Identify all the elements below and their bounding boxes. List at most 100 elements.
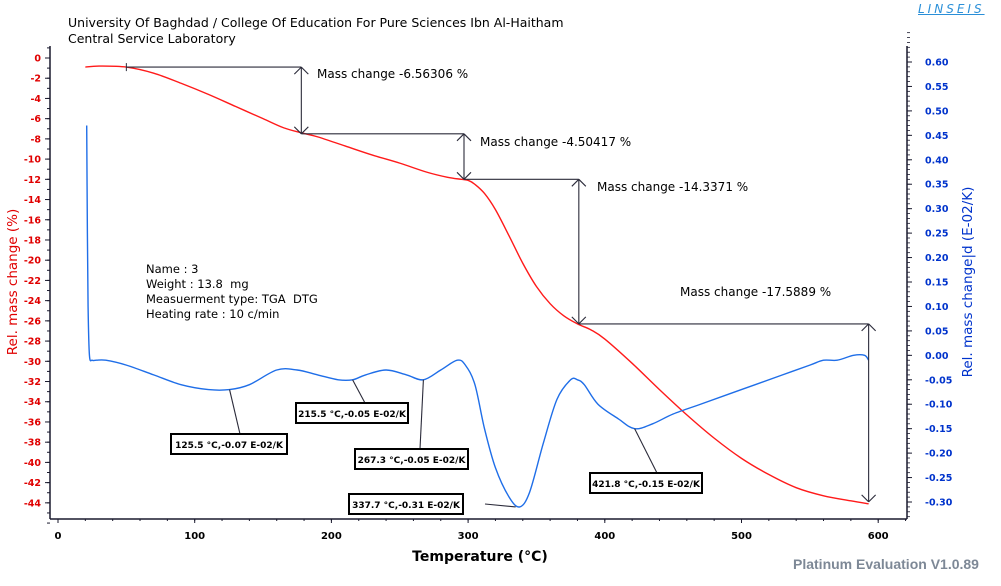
peak-label-4: 337.7 °C,-0.31 E-02/K	[348, 493, 516, 515]
y-right-tick-label: -0.10	[925, 400, 953, 411]
peak-leader-line	[634, 428, 658, 474]
y-right-tick-label: -0.15	[925, 424, 952, 435]
y-right-tick-label: 0.55	[925, 82, 948, 93]
y-left-tick-label: -24	[24, 296, 42, 307]
peak-label-box	[170, 433, 288, 455]
sample-info: Name : 3 Weight : 13.8 mg Measuerment ty…	[146, 262, 318, 322]
x-tick-label: 100	[184, 531, 205, 542]
curves	[85, 65, 870, 508]
arrowhead	[571, 178, 580, 187]
y-right-tick-label: -0.25	[925, 473, 952, 484]
mass-change-label: Mass change -17.5889 %	[680, 285, 831, 299]
peak-label-text: 125.5 °C,-0.07 E-02/K	[175, 441, 284, 451]
arrowhead	[293, 66, 302, 75]
y-left-tick-label: -14	[24, 195, 42, 206]
x-tick-label: 500	[731, 531, 752, 542]
x-tick-label: 300	[458, 531, 479, 542]
peak-label-2: 215.5 °C,-0.05 E-02/K	[295, 379, 409, 424]
peak-label-box	[589, 472, 703, 494]
peak-label-text: 421.8 °C,-0.15 E-02/K	[592, 480, 701, 490]
mass-change-label: Mass change -6.56306 %	[317, 67, 468, 81]
series-dtg-line	[86, 125, 870, 508]
x-tick-label: 600	[868, 531, 889, 542]
linseis-logo: LINSEIS	[918, 2, 985, 16]
y-left-tick-label: -4	[30, 94, 41, 105]
arrowhead	[300, 126, 309, 135]
y-right-tick-label: 0.45	[925, 131, 948, 142]
mass-change-step-1: Mass change -6.56306 %	[126, 66, 468, 135]
y-right-tick-label: 0.40	[925, 155, 949, 166]
y-right-tick-label: 0.35	[925, 180, 948, 191]
x-tick-label: 0	[55, 531, 62, 542]
y-left-tick-label: -38	[24, 438, 42, 449]
peak-label-1: 125.5 °C,-0.07 E-02/K	[170, 389, 288, 455]
mass-change-label: Mass change -14.3371 %	[597, 180, 748, 194]
arrowhead	[861, 494, 870, 503]
y-left-tick-label: -36	[24, 417, 42, 428]
mass-change-step-3: Mass change -14.3371 %	[463, 178, 748, 325]
mass-change-step-4: Mass change -17.5889 %	[578, 285, 877, 503]
y-left-tick-label: -12	[24, 175, 41, 186]
arrowhead	[456, 171, 465, 180]
y-right-tick-label: -0.20	[925, 449, 953, 460]
arrowhead	[578, 316, 587, 325]
y-left-tick-label: -30	[24, 357, 42, 368]
arrowhead	[456, 133, 465, 142]
peak-label-text: 337.7 °C,-0.31 E-02/K	[352, 501, 461, 511]
mass-change-step-2: Mass change -4.50417 %	[301, 133, 631, 180]
x-axis-title: Temperature (°C)	[412, 549, 548, 565]
arrowhead	[868, 323, 877, 332]
sample-weight: Weight : 13.8 mg	[146, 277, 249, 291]
y-right-tick-label: -0.30	[925, 498, 953, 509]
y-left-tick-label: 0	[34, 54, 41, 65]
y-left-tick-label: -42	[24, 478, 41, 489]
y-right-tick-label: -0.05	[925, 375, 952, 386]
peak-leader-line	[229, 389, 241, 435]
mass-change-label: Mass change -4.50417 %	[480, 135, 631, 149]
peak-label-5: 421.8 °C,-0.15 E-02/K	[589, 428, 703, 494]
y-left-tick-label: -10	[24, 155, 42, 166]
peak-label-text: 267.3 °C,-0.05 E-02/K	[358, 456, 467, 466]
y-left-tick-label: -22	[24, 276, 41, 287]
x-tick-label: 400	[594, 531, 615, 542]
x-tick-label: 200	[321, 531, 342, 542]
y-left-tick-label: -8	[30, 134, 41, 145]
y-left-tick-label: -20	[24, 256, 42, 267]
peak-label-box	[348, 493, 464, 515]
arrowhead	[578, 178, 587, 187]
y-right-tick-label: 0.50	[925, 106, 949, 117]
y-right-tick-label: 0.15	[925, 278, 948, 289]
sample-name: Name : 3	[146, 262, 199, 276]
y-left-tick-label: -28	[24, 337, 42, 348]
y-left-tick-label: -34	[24, 397, 42, 408]
series-tga-line	[85, 65, 869, 505]
y-left-tick-label: -40	[24, 458, 42, 469]
y-right-tick-label: 0.00	[925, 351, 949, 362]
y-right-axis-title: Rel. mass change|d (E-02/K)	[960, 187, 976, 378]
y-left-tick-label: -44	[24, 498, 42, 509]
peak-leader-line	[352, 379, 366, 404]
y-left-tick-label: -32	[24, 377, 41, 388]
header-institution: University Of Baghdad / College Of Educa…	[68, 15, 564, 30]
heating-rate: Heating rate : 10 c/min	[146, 307, 280, 321]
y-left-tick-label: -16	[24, 215, 42, 226]
header-laboratory: Central Service Laboratory	[68, 31, 236, 46]
axes: 0 100 200 300 400 500 600 Temperature (°C) 0 -2 -4…	[5, 32, 976, 565]
peak-label-box	[354, 448, 469, 470]
software-version: Platinum Evaluation V1.0.89	[793, 556, 979, 572]
y-left-tick-label: -26	[24, 316, 42, 327]
arrowhead	[463, 133, 472, 142]
peak-label-box	[295, 402, 409, 424]
peak-leader-line	[484, 503, 516, 508]
annotations: Mass change -6.56306 % Mass change -4.504…	[125, 63, 877, 515]
y-left-tick-label: -6	[30, 114, 41, 125]
arrowhead	[868, 494, 877, 503]
y-right-tick-label: 0.25	[925, 229, 948, 240]
y-right-tick-label: 0.20	[925, 253, 949, 264]
arrowhead	[463, 171, 472, 180]
peak-label-3: 267.3 °C,-0.05 E-02/K	[354, 379, 469, 470]
y-right-tick-label: 0.05	[925, 326, 948, 337]
arrowhead	[571, 316, 580, 325]
y-left-tick-label: -2	[30, 74, 41, 85]
